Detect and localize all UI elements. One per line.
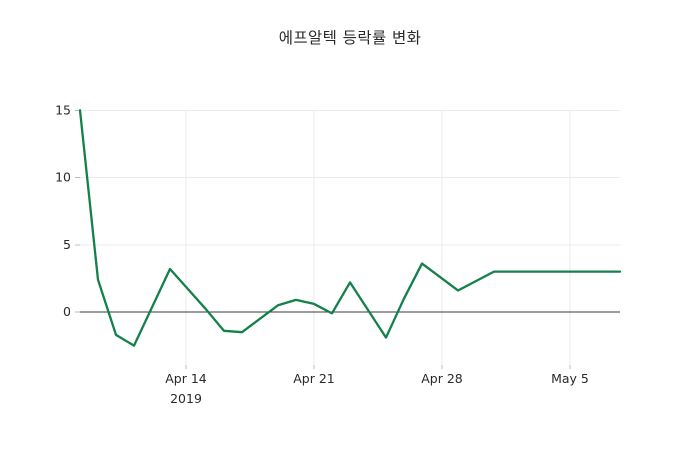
series-line bbox=[78, 109, 622, 347]
x-tick-label: Apr 14 bbox=[165, 371, 207, 386]
y-tick-label: 15 bbox=[55, 102, 71, 117]
x-tick-label: Apr 28 bbox=[421, 371, 463, 386]
x-tick-label: Apr 21 bbox=[293, 371, 335, 386]
chart-title: 에프알텍 등락률 변화 bbox=[278, 29, 422, 47]
y-tick-label: 5 bbox=[63, 237, 71, 252]
y-tick-label: 10 bbox=[55, 170, 71, 185]
y-tick-label: 0 bbox=[63, 304, 71, 319]
x-tick-sublabel: 2019 bbox=[170, 391, 202, 406]
x-tick-label: May 5 bbox=[551, 371, 589, 386]
